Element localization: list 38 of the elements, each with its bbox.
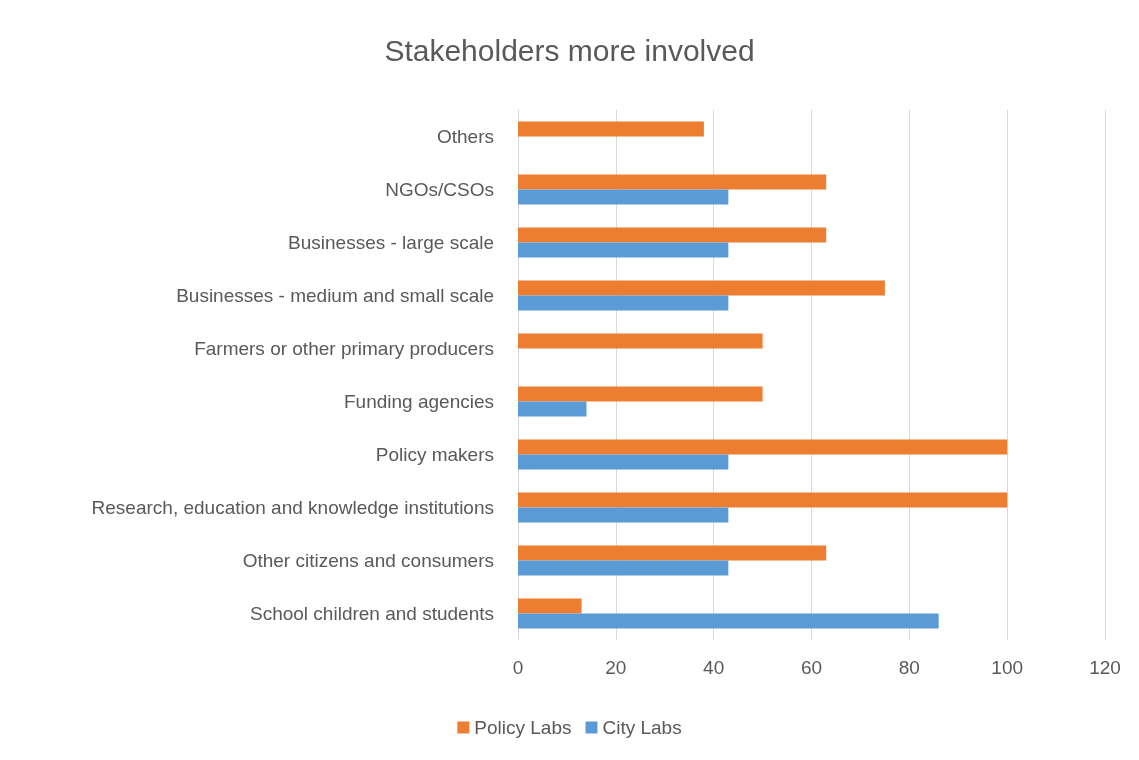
bar <box>518 454 729 470</box>
y-tick-label: Farmers or other primary producers <box>194 338 494 359</box>
legend-label: City Labs <box>602 717 682 738</box>
bar <box>518 545 827 561</box>
bar <box>518 174 827 190</box>
x-tick-label: 100 <box>991 657 1024 678</box>
bar <box>518 613 939 629</box>
bar <box>518 189 729 205</box>
legend-label: Policy Labs <box>474 717 572 738</box>
x-tick-label: 40 <box>703 657 725 678</box>
x-tick-label: 120 <box>1089 657 1121 678</box>
bar <box>518 295 729 311</box>
y-tick-label: Businesses - large scale <box>288 232 494 253</box>
y-tick-label: NGOs/CSOs <box>385 179 494 200</box>
x-tick-label: 20 <box>605 657 627 678</box>
y-tick-label: Businesses - medium and small scale <box>176 285 494 306</box>
x-tick-label: 0 <box>512 657 524 678</box>
y-tick-label: Policy makers <box>375 444 494 465</box>
y-tick-label: Research, education and knowledge institutions <box>91 497 494 518</box>
y-tick-label: School children and students <box>250 603 494 624</box>
bar <box>518 280 885 296</box>
y-tick-label: Other citizens and consumers <box>242 550 494 571</box>
bar <box>518 492 1008 508</box>
bar <box>518 227 827 243</box>
bar <box>518 386 763 402</box>
x-tick-label: 80 <box>898 657 920 678</box>
chart-title: Stakeholders more involved <box>384 33 755 67</box>
bar <box>518 401 587 417</box>
bar <box>518 598 582 614</box>
x-tick-label: 60 <box>800 657 823 678</box>
bar <box>518 507 729 523</box>
bar <box>518 242 729 258</box>
bar <box>518 560 729 576</box>
bar <box>518 439 1008 455</box>
y-tick-label: Funding agencies <box>344 391 494 412</box>
y-tick-label: Others <box>436 126 494 147</box>
bar <box>518 121 704 137</box>
bar <box>518 333 763 349</box>
